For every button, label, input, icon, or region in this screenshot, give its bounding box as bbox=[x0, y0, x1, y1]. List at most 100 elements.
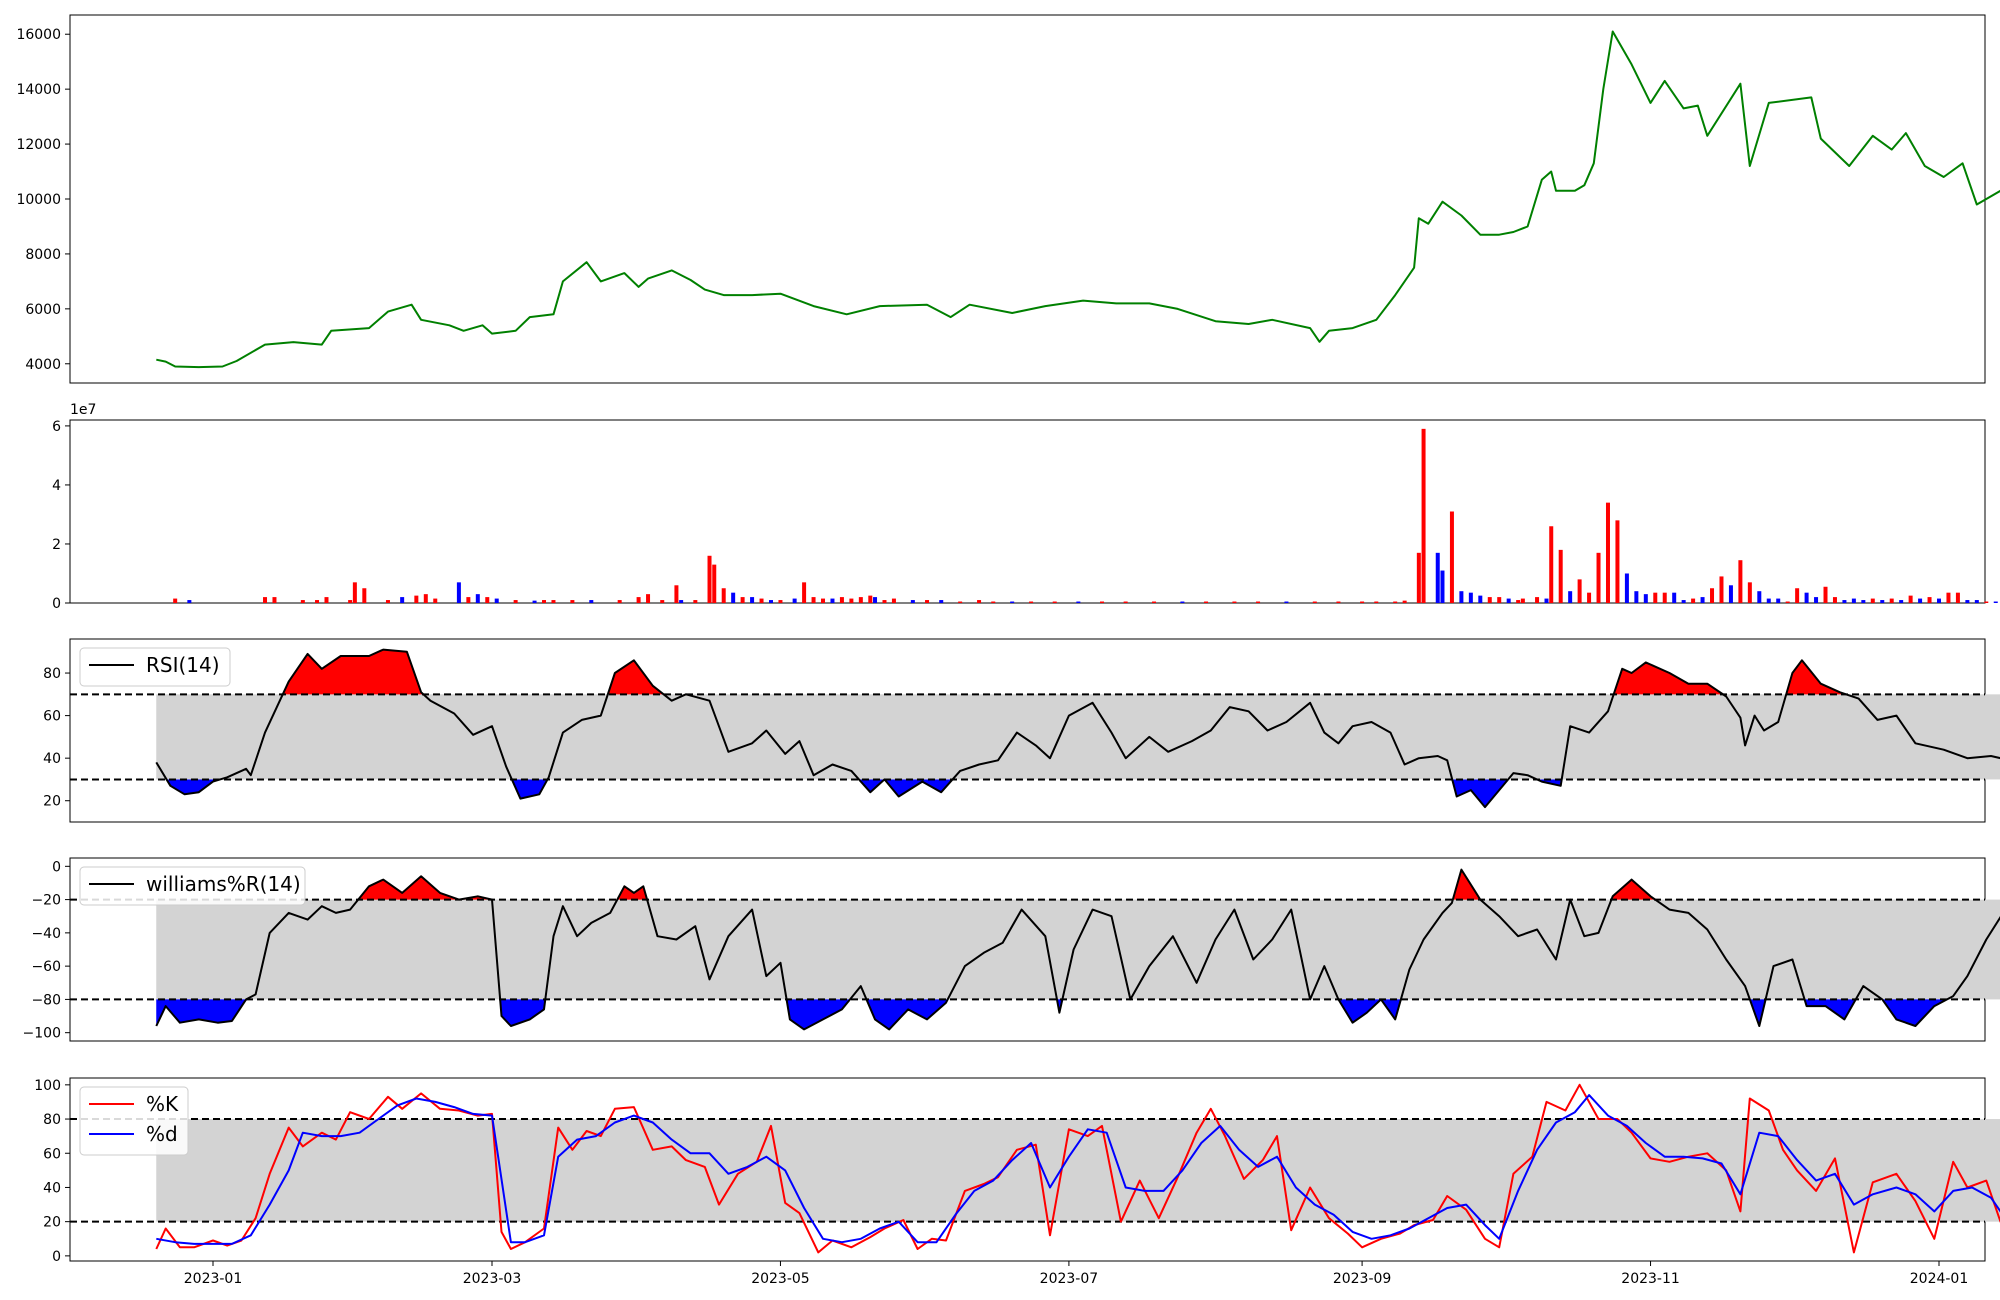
volume-bar bbox=[830, 598, 835, 603]
volume-bar bbox=[1889, 598, 1894, 603]
volume-bar bbox=[1459, 591, 1464, 603]
volume-bar bbox=[1360, 601, 1365, 603]
williams-legend-box bbox=[79, 866, 306, 906]
volume-bar bbox=[1757, 591, 1762, 603]
volume-bar bbox=[1596, 552, 1601, 603]
volume-bar bbox=[792, 598, 797, 603]
price-series-line bbox=[156, 30, 2000, 369]
volume-bar bbox=[1284, 601, 1289, 603]
volume-bar bbox=[873, 597, 878, 603]
volume-bar bbox=[1605, 502, 1610, 603]
volume-bar bbox=[1804, 592, 1809, 603]
volume-bar bbox=[352, 582, 357, 603]
volume-bar bbox=[674, 585, 679, 603]
volume-bar bbox=[731, 592, 736, 603]
volume-bar bbox=[1814, 597, 1819, 603]
rsi-legend-box bbox=[79, 647, 231, 687]
volume-bar bbox=[1568, 591, 1573, 603]
volume-bar bbox=[1955, 592, 1960, 603]
volume-bar bbox=[1832, 597, 1837, 603]
volume-bar bbox=[1449, 511, 1454, 603]
volume-bar bbox=[891, 598, 896, 603]
volume-bar bbox=[589, 600, 594, 603]
volume-bar bbox=[1965, 600, 1970, 603]
x-tick-label: 2023-05 bbox=[751, 1271, 810, 1287]
volume-bar bbox=[750, 597, 755, 603]
volume-bar bbox=[485, 597, 490, 603]
volume-bar bbox=[348, 600, 353, 603]
volume-bar bbox=[1870, 598, 1875, 603]
volume-bar bbox=[1256, 601, 1261, 603]
volume-bar bbox=[1587, 592, 1592, 603]
volume-bar bbox=[1851, 598, 1856, 603]
volume-bar bbox=[1785, 601, 1790, 603]
volume-bar bbox=[712, 564, 717, 603]
volume-bar bbox=[1624, 573, 1629, 603]
stoch-ytick-label: 20 bbox=[43, 1215, 61, 1231]
volume-bar bbox=[958, 601, 963, 603]
volume-bar bbox=[1728, 585, 1733, 603]
volume-bar bbox=[1393, 601, 1398, 603]
volume-bar bbox=[1100, 601, 1105, 603]
volume-bar bbox=[570, 600, 575, 603]
volume-bar bbox=[173, 598, 178, 603]
volume-bar bbox=[433, 598, 438, 603]
volume-bar bbox=[542, 600, 547, 603]
volume-bar bbox=[1440, 570, 1445, 603]
williams-ytick-label: −100 bbox=[23, 1026, 61, 1042]
volume-bar bbox=[1974, 600, 1979, 603]
volume-bar bbox=[1232, 601, 1237, 603]
volume-bar bbox=[1416, 552, 1421, 603]
volume-bar bbox=[660, 600, 665, 603]
volume-bar bbox=[1478, 595, 1483, 603]
volume-bar bbox=[1880, 600, 1885, 603]
williams-oversold-fill bbox=[156, 999, 1947, 1030]
price-ytick-label: 8000 bbox=[25, 247, 61, 263]
volume-bar bbox=[910, 600, 915, 603]
volume-bar bbox=[513, 600, 518, 603]
volume-bar bbox=[551, 600, 556, 603]
volume-bar bbox=[1908, 595, 1913, 603]
volume-ytick-label: 4 bbox=[52, 478, 61, 494]
volume-bar bbox=[1497, 597, 1502, 603]
stoch-legend-label: %d bbox=[146, 1122, 178, 1146]
volume-ytick-label: 0 bbox=[52, 596, 61, 612]
volume-bar bbox=[1795, 588, 1800, 603]
volume-bar bbox=[1312, 601, 1317, 603]
volume-bar bbox=[1615, 520, 1620, 603]
volume-axes-frame bbox=[69, 419, 1986, 604]
volume-bar bbox=[300, 600, 305, 603]
stoch-ytick-label: 40 bbox=[43, 1180, 61, 1196]
volume-bar bbox=[187, 600, 192, 603]
williams-ytick-label: 0 bbox=[52, 859, 61, 875]
volume-bar bbox=[1861, 600, 1866, 603]
rsi-legend-label: RSI(14) bbox=[146, 653, 220, 677]
volume-bar bbox=[636, 597, 641, 603]
stoch-ytick-label: 100 bbox=[34, 1078, 61, 1094]
volume-bar bbox=[1123, 601, 1128, 603]
volume-bar bbox=[324, 597, 329, 603]
volume-bar bbox=[1421, 428, 1426, 603]
volume-bar bbox=[1993, 601, 1998, 603]
williams-series-line bbox=[155, 868, 2000, 1031]
volume-bar bbox=[466, 597, 471, 603]
volume-bar bbox=[740, 597, 745, 603]
volume-ytick-label: 6 bbox=[52, 419, 61, 435]
rsi-ytick-label: 40 bbox=[43, 751, 61, 767]
volume-bar bbox=[1927, 597, 1932, 603]
williams-neutral-band bbox=[156, 899, 2000, 1000]
rsi-overbought-fill bbox=[282, 649, 1846, 695]
rsi-ytick-label: 80 bbox=[43, 666, 61, 682]
volume-bar bbox=[1506, 598, 1511, 603]
price-ytick-label: 14000 bbox=[16, 82, 61, 98]
volume-bar bbox=[646, 594, 651, 603]
volume-bar bbox=[1681, 600, 1686, 603]
x-tick-label: 2024-01 bbox=[1910, 1271, 1969, 1287]
volume-bar bbox=[1700, 597, 1705, 603]
volume-bar bbox=[1577, 579, 1582, 603]
volume-bar bbox=[925, 600, 930, 603]
volume-bar bbox=[1899, 600, 1904, 603]
volume-bar bbox=[1076, 601, 1081, 603]
volume-bar bbox=[400, 597, 405, 603]
